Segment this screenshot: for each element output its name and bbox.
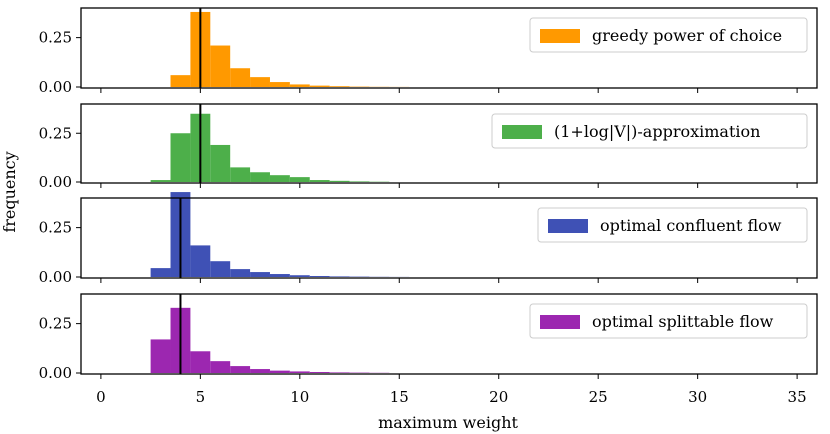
histogram-bar — [210, 361, 231, 373]
histogram-bar — [150, 339, 171, 373]
y-tick-label: 0.00 — [39, 364, 72, 382]
panel-frame — [80, 197, 818, 279]
x-tick-label: 25 — [589, 388, 608, 406]
histogram-bar — [150, 180, 171, 182]
x-tick-label: 20 — [489, 388, 508, 406]
histogram-bar — [250, 272, 270, 277]
x-tick-label: 10 — [290, 388, 309, 406]
y-tick-label: 0.25 — [39, 29, 72, 47]
histogram-bar — [329, 372, 350, 373]
histogram-bar — [250, 172, 270, 182]
histogram-bar — [210, 261, 231, 277]
legend-swatch — [540, 29, 580, 43]
histogram-bar — [190, 245, 211, 277]
histogram-bar — [190, 351, 211, 373]
histogram-bar — [329, 276, 350, 277]
histogram-bar — [230, 167, 251, 182]
legend-swatch — [548, 219, 588, 233]
legend-swatch — [502, 125, 542, 139]
histogram-bar — [329, 86, 350, 87]
histogram-bar — [289, 177, 310, 182]
histogram-bar — [230, 68, 251, 87]
histogram-bar — [269, 82, 290, 87]
panel-3: 0.00 0.25 optimal confluent flow — [39, 192, 818, 286]
x-tick-label: 5 — [196, 388, 206, 406]
legend: (1+log|V|)-approximation — [491, 113, 808, 149]
histogram-bar — [210, 144, 231, 182]
histogram-bar — [210, 45, 231, 87]
legend-swatch — [540, 315, 580, 329]
legend: optimal splittable flow — [529, 303, 808, 339]
histogram-bar — [269, 370, 290, 373]
legend-box — [529, 303, 808, 339]
histogram-bar — [289, 371, 310, 373]
histogram-bar — [289, 84, 310, 87]
legend-box — [537, 207, 808, 243]
y-tick-label: 0.00 — [39, 173, 72, 191]
panels-layer: 0.00 0.25 greedy power of choice 0.00 0.25 (1… — [39, 7, 818, 382]
legend-box — [529, 17, 808, 53]
x-tick-label: 15 — [390, 388, 409, 406]
legend-box — [491, 113, 808, 149]
legend: greedy power of choice — [529, 17, 808, 53]
y-tick-label: 0.25 — [39, 219, 72, 237]
legend-label: greedy power of choice — [592, 26, 782, 45]
y-axis-label: frequency — [0, 151, 19, 232]
histogram-bar — [269, 274, 290, 277]
legend-label: (1+log|V|)-approximation — [554, 122, 760, 141]
histogram-bar — [329, 180, 350, 182]
x-tick-label: 35 — [788, 388, 807, 406]
legend-label: optimal confluent flow — [600, 216, 782, 235]
x-tick-label: 30 — [688, 388, 707, 406]
y-tick-label: 0.25 — [39, 124, 72, 142]
y-tick-label: 0.00 — [39, 78, 72, 96]
histogram-bar — [349, 181, 370, 182]
histogram-bar — [230, 269, 251, 277]
histogram-bar — [309, 372, 330, 373]
histogram-bar — [170, 133, 191, 182]
histogram-bar — [309, 180, 330, 182]
histogram-bar — [230, 366, 251, 373]
histogram-bar — [250, 77, 270, 87]
histogram-bar — [309, 85, 330, 87]
histogram-bar — [269, 175, 290, 182]
histogram-bar — [150, 268, 171, 277]
panel-1: 0.00 0.25 greedy power of choice — [39, 7, 818, 96]
panel-frame — [80, 103, 818, 184]
histogram-bar — [309, 276, 330, 277]
panel-frame — [80, 7, 818, 89]
legend: optimal confluent flow — [537, 207, 808, 243]
histogram-bar — [170, 75, 191, 87]
histogram-bar — [250, 369, 270, 373]
x-tick-label: 0 — [96, 388, 106, 406]
x-axis: 0 5 10 15 20 25 30 35 — [96, 388, 807, 406]
histogram-bar — [289, 275, 310, 277]
x-axis-label: maximum weight — [378, 413, 518, 432]
panel-4: 0.00 0.25 optimal splittable flow — [39, 293, 818, 382]
panel-frame — [80, 293, 818, 375]
y-tick-label: 0.25 — [39, 315, 72, 333]
panel-2: 0.00 0.25 (1+log|V|)-approximation — [39, 103, 818, 191]
y-tick-label: 0.00 — [39, 268, 72, 286]
legend-label: optimal splittable flow — [592, 312, 774, 331]
